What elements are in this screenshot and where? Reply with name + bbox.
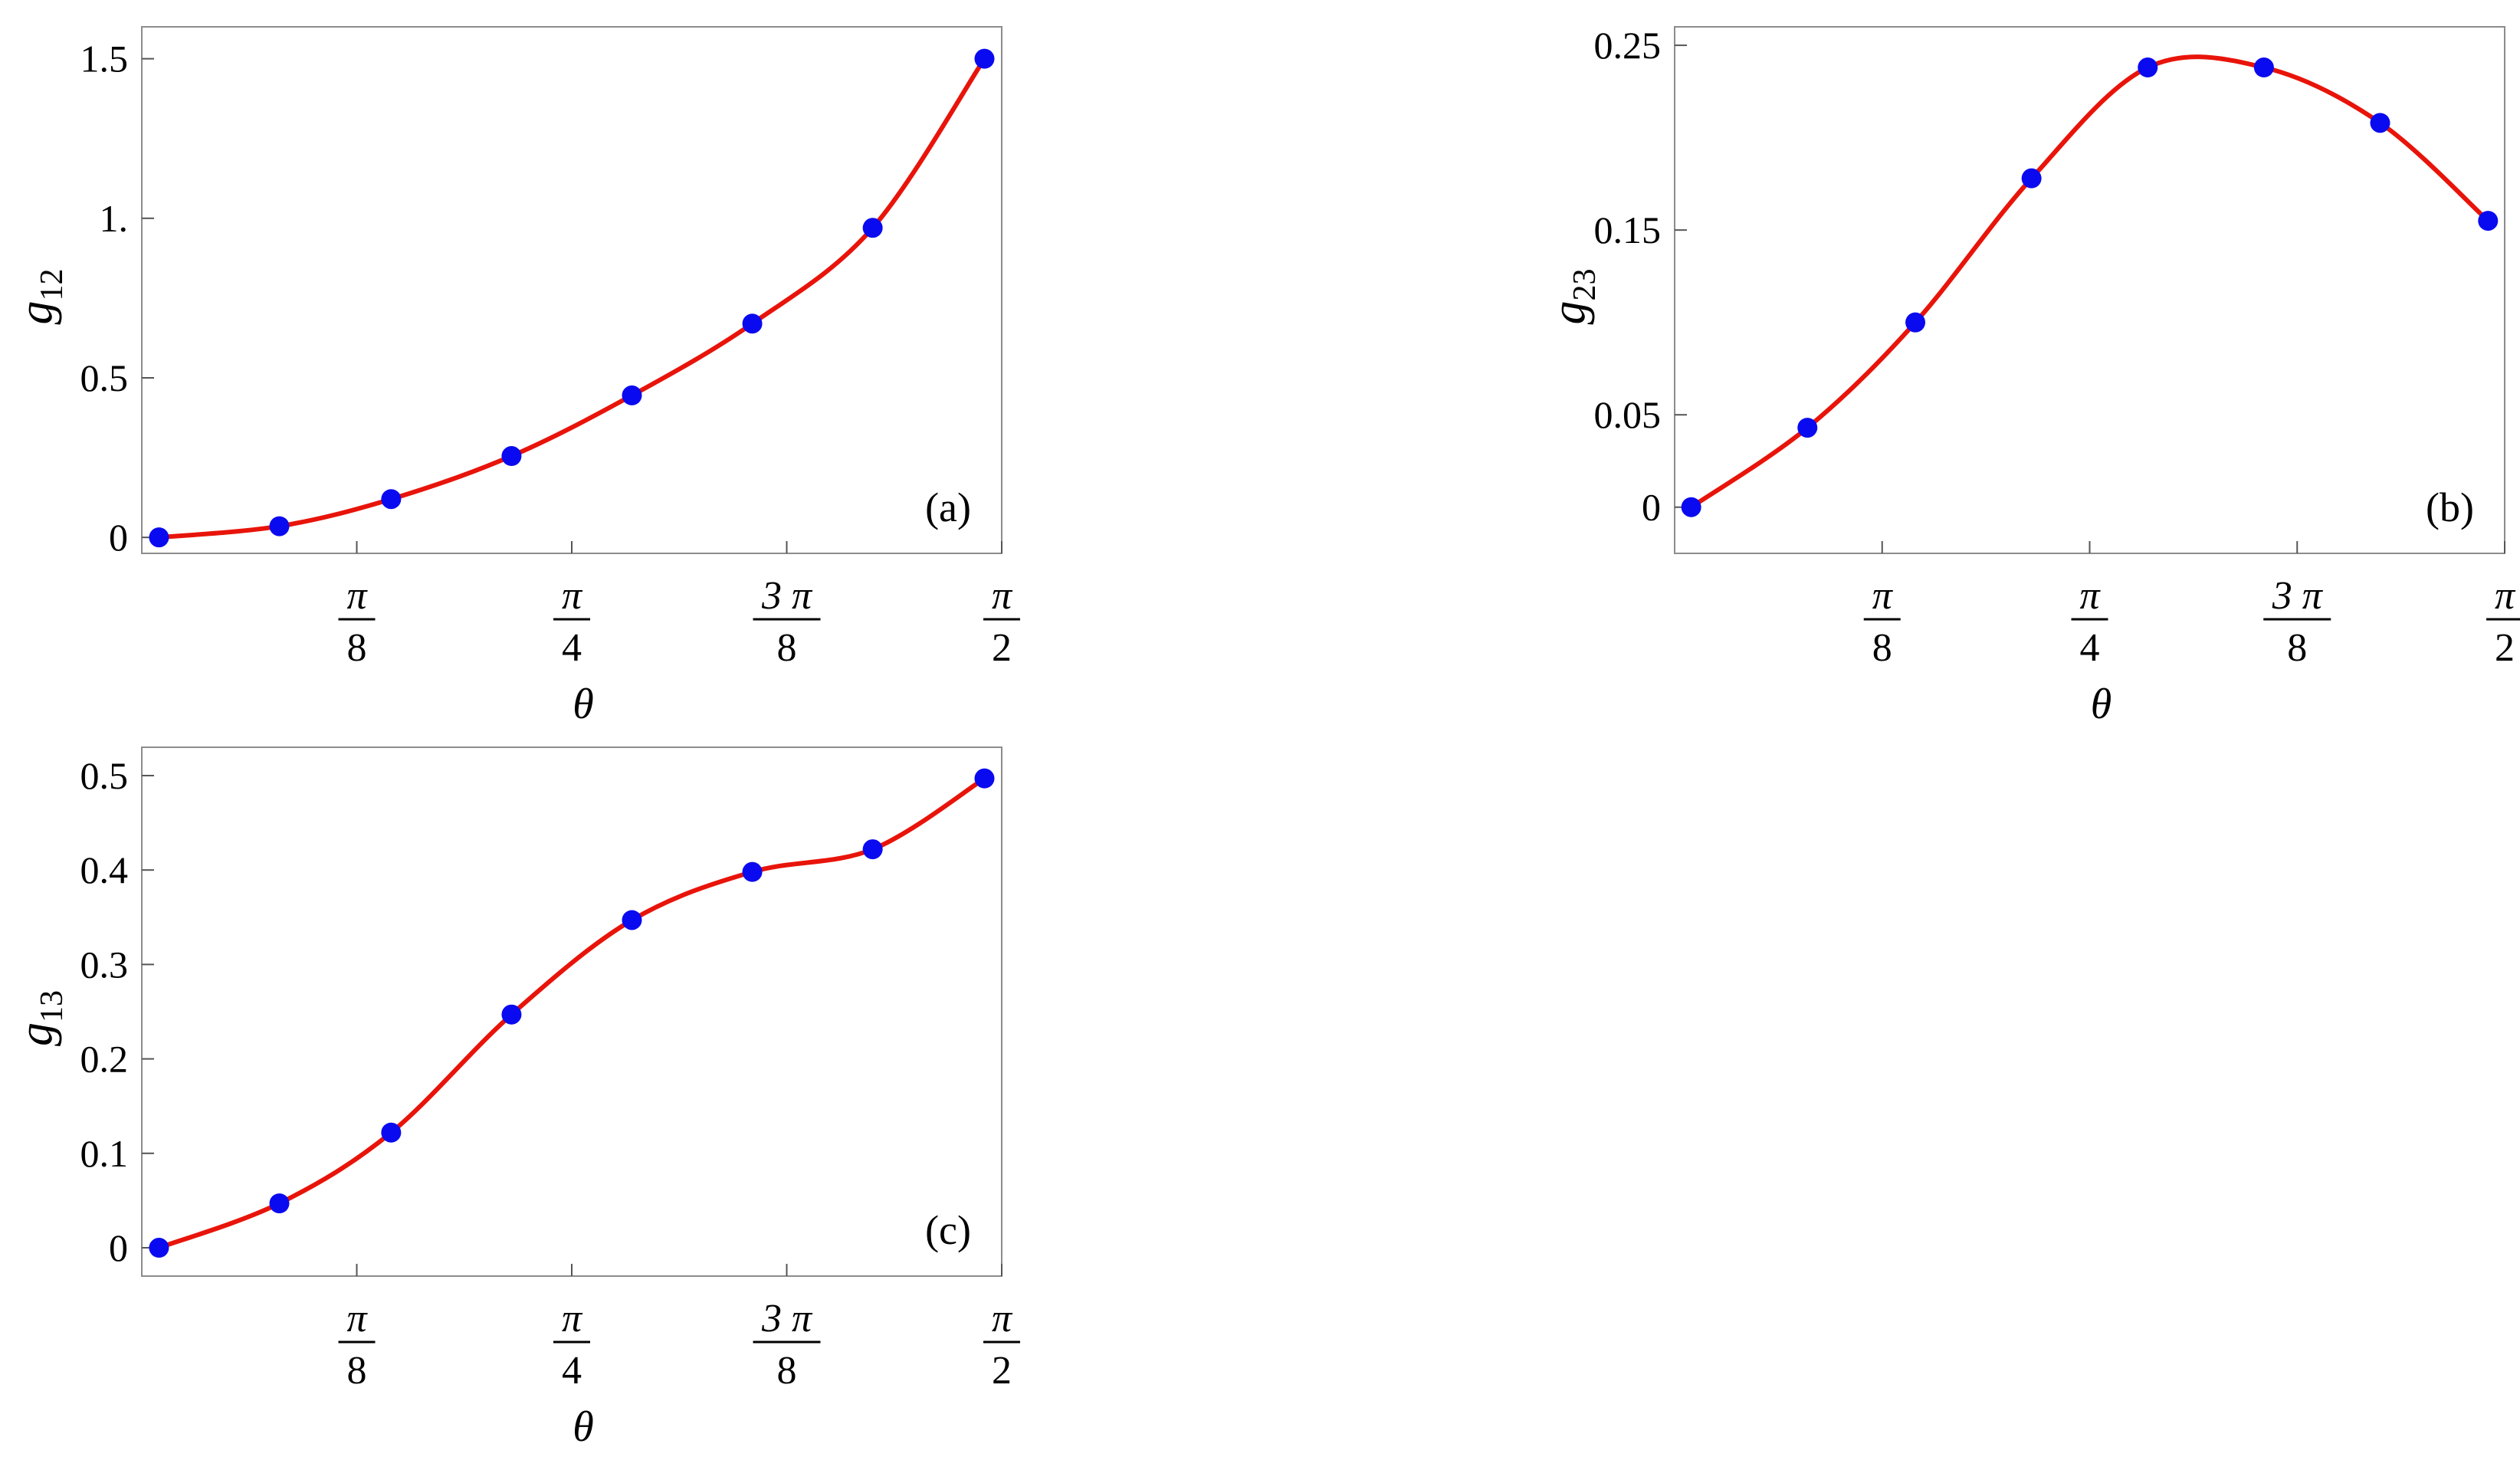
y-axis-label-subscript: 13 — [34, 990, 70, 1022]
y-axis-label-main: g — [10, 1022, 62, 1046]
data-point — [1905, 312, 1926, 333]
data-point — [2370, 113, 2390, 133]
x-tick-numerator: π — [992, 574, 1013, 618]
x-tick-denominator: 8 — [777, 1349, 797, 1393]
panel-b: 0 0.05 0.15 0.25 π 8 π 4 3 π 8 π 2 θ g23 (b) — [1543, 24, 2520, 728]
panel-label: (c) — [925, 1207, 971, 1253]
data-point — [1797, 418, 1818, 438]
x-tick-denominator: 2 — [992, 626, 1012, 670]
plot-frame — [141, 26, 1002, 554]
x-tick-numerator: π — [562, 1297, 583, 1340]
y-tick-label: 0.15 — [1594, 208, 1662, 251]
y-tick-label: 0 — [1642, 486, 1661, 529]
data-point — [622, 910, 642, 930]
y-axis-label: g12 — [10, 269, 70, 325]
data-point — [1681, 497, 1701, 517]
y-axis-label-main: g — [10, 301, 62, 325]
y-axis-label: g23 — [1543, 269, 1603, 325]
y-tick-label: 0.5 — [80, 754, 129, 797]
panel-label: (a) — [925, 484, 971, 530]
x-tick-denominator: 8 — [347, 626, 367, 670]
x-axis-label: θ — [573, 681, 594, 728]
y-tick-label: 0.25 — [1594, 24, 1662, 67]
x-tick-numerator: π — [562, 574, 583, 618]
panel-c: 0 0.1 0.2 0.3 0.4 0.5 π 8 π 4 3 π 8 π 2 θ g13 (c) — [10, 746, 1020, 1451]
y-tick-label: 0.5 — [80, 356, 129, 399]
data-point — [862, 218, 883, 238]
y-tick-label: 0 — [109, 516, 128, 559]
y-axis-label: g13 — [10, 990, 70, 1046]
data-point — [2138, 57, 2158, 78]
x-tick-denominator: 2 — [992, 1349, 1012, 1393]
y-axis-label-subscript: 23 — [1567, 269, 1603, 301]
data-point — [2478, 211, 2499, 231]
x-tick-denominator: 8 — [1872, 626, 1892, 670]
y-tick-label: 0 — [109, 1226, 128, 1269]
y-axis-label-main: g — [1543, 301, 1595, 325]
data-point — [622, 385, 642, 405]
x-tick-numerator: π — [992, 1297, 1013, 1340]
data-point — [742, 313, 763, 334]
data-point — [2253, 57, 2274, 78]
data-point — [269, 1193, 290, 1214]
y-tick-label: 0.1 — [80, 1132, 129, 1175]
y-tick-label: 1.5 — [80, 38, 129, 80]
data-point — [501, 446, 522, 467]
x-tick-denominator: 4 — [2080, 626, 2100, 670]
fit-curve — [156, 56, 987, 540]
x-tick-denominator: 8 — [2287, 626, 2307, 670]
x-tick-numerator: π — [2495, 574, 2516, 618]
data-point — [862, 839, 883, 860]
x-tick-numerator: π — [346, 574, 368, 618]
x-tick-numerator: 3 π — [761, 1297, 813, 1340]
x-tick-numerator: π — [1872, 574, 1894, 618]
data-point — [742, 861, 763, 882]
fit-curve — [156, 776, 987, 1250]
x-tick-denominator: 4 — [562, 626, 582, 670]
panel-a: 0 0.5 1. 1.5 π 8 π 4 3 π 8 π 2 θ g12 (a) — [10, 26, 1020, 728]
y-tick-label: 0.3 — [80, 943, 129, 986]
data-point — [2021, 168, 2042, 189]
x-tick-denominator: 4 — [562, 1349, 582, 1393]
y-axis-label-subscript: 12 — [34, 269, 70, 301]
fit-curve — [1688, 54, 2491, 510]
data-point — [381, 489, 402, 510]
y-tick-label: 0.05 — [1594, 393, 1662, 436]
plot-frame — [1674, 26, 2505, 554]
x-tick-denominator: 8 — [777, 626, 797, 670]
y-tick-label: 0.4 — [80, 848, 129, 891]
y-tick-label: 1. — [100, 197, 129, 240]
data-point — [974, 768, 995, 789]
x-tick-numerator: π — [346, 1297, 368, 1340]
data-point — [381, 1122, 402, 1143]
data-point — [974, 48, 995, 69]
data-point — [149, 527, 169, 548]
panel-label: (b) — [2426, 484, 2474, 530]
x-tick-denominator: 8 — [347, 1349, 367, 1393]
x-tick-numerator: 3 π — [2272, 574, 2324, 618]
x-axis-label: θ — [2091, 681, 2112, 728]
plot-frame — [141, 746, 1002, 1277]
data-point — [501, 1004, 522, 1025]
x-tick-numerator: 3 π — [761, 574, 813, 618]
x-tick-numerator: π — [2079, 574, 2101, 618]
data-point — [149, 1238, 169, 1258]
x-tick-denominator: 2 — [2495, 626, 2515, 670]
data-point — [269, 516, 290, 536]
y-tick-label: 0.2 — [80, 1038, 129, 1081]
x-axis-label: θ — [573, 1403, 594, 1451]
